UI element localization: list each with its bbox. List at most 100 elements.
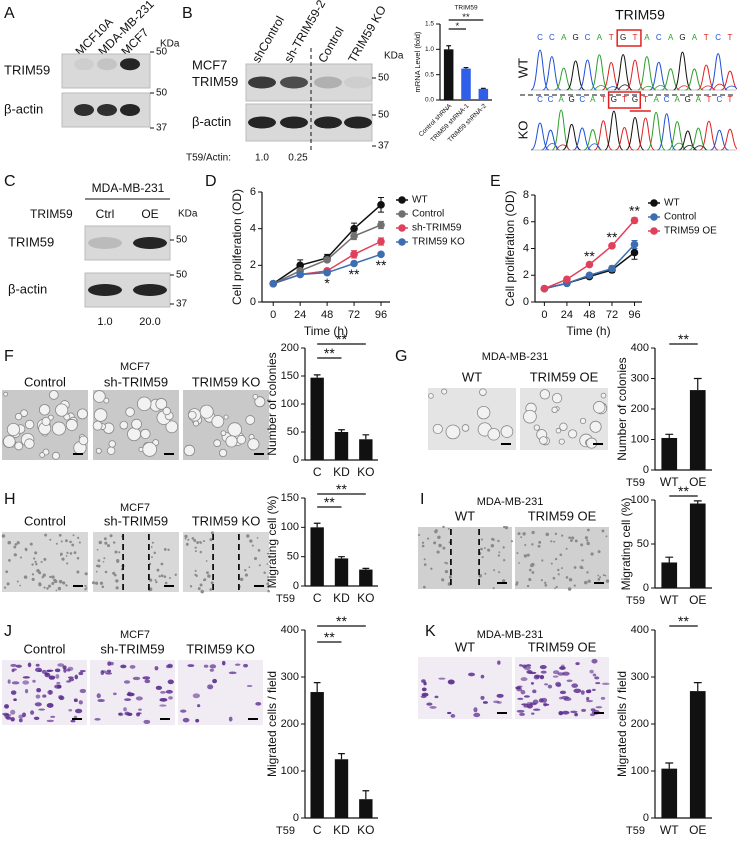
stained-cell	[78, 700, 83, 705]
chart-title: TRIM59	[454, 5, 478, 12]
cell	[8, 558, 11, 562]
stained-cell	[192, 693, 200, 699]
trace-noise	[641, 85, 656, 91]
stained-cell	[480, 695, 485, 700]
lane-label: TRIM59 KO	[345, 3, 389, 65]
cell	[438, 543, 442, 548]
y-axis-label: Migrating cell (%)	[619, 498, 633, 591]
stained-cell	[586, 699, 594, 703]
cell	[155, 581, 158, 584]
stained-cell	[96, 693, 101, 699]
stained-cell	[74, 708, 83, 714]
cell-line-label: MDA-MB-231	[482, 351, 549, 363]
data-point	[350, 232, 358, 240]
cell	[99, 581, 104, 585]
data-point	[585, 271, 594, 280]
base-letter: C	[656, 33, 662, 42]
stained-cell	[246, 684, 253, 688]
condition-label: TRIM59 KO	[186, 641, 255, 656]
blot-band	[248, 76, 276, 89]
cell	[502, 546, 505, 549]
significance-label: **	[678, 331, 689, 347]
data-point	[377, 237, 385, 246]
condition-label: TRIM59 KO	[192, 513, 261, 528]
cell	[163, 547, 167, 551]
trace-peak	[667, 121, 687, 151]
cell	[199, 550, 202, 554]
y-tick-label: 0	[643, 464, 649, 476]
cell	[60, 540, 63, 543]
stained-cell	[426, 702, 433, 706]
cell	[13, 545, 17, 549]
cell	[497, 554, 501, 557]
legend-label: TRIM59 KO	[412, 237, 465, 248]
bar	[443, 49, 454, 100]
stained-cell	[195, 718, 200, 723]
cell	[541, 559, 544, 562]
stained-cell	[589, 669, 594, 674]
error-bar	[362, 567, 370, 570]
stained-cell	[10, 690, 17, 695]
colony	[165, 420, 179, 434]
micrograph	[418, 527, 512, 589]
stained-cell	[595, 682, 601, 685]
x-tick-label: KD	[333, 591, 350, 605]
cell	[531, 530, 535, 535]
cell	[207, 574, 211, 578]
cell	[194, 573, 197, 576]
cell	[84, 588, 87, 591]
cell	[194, 546, 197, 549]
cell	[13, 553, 17, 557]
cell	[191, 537, 195, 540]
legend-label: sh-TRIM59	[412, 223, 462, 234]
legend-swatch	[398, 196, 406, 204]
cell	[194, 569, 197, 572]
cell	[62, 581, 66, 585]
cell	[253, 556, 258, 561]
band-label: β-actin	[192, 114, 231, 129]
cell	[573, 566, 577, 569]
cell	[515, 581, 519, 584]
y-axis-label: Migrated cells / field	[265, 671, 279, 777]
stained-cell	[105, 672, 113, 675]
cell	[115, 586, 119, 590]
lane-label: OE	[141, 207, 158, 221]
legend-label: Control	[412, 209, 444, 220]
cell	[480, 547, 483, 551]
colony	[3, 391, 9, 397]
edit-box	[616, 29, 642, 47]
cell	[604, 574, 607, 577]
colony	[155, 398, 168, 410]
panel-letter: F	[4, 348, 14, 365]
bar	[689, 503, 706, 588]
cell	[531, 543, 534, 546]
stained-cell	[558, 711, 564, 716]
base-letter: T	[728, 95, 733, 104]
seq-row-label: KO	[515, 121, 530, 140]
x-tick-label: 48	[583, 309, 595, 321]
cell	[266, 582, 270, 586]
mw-marker: 37	[176, 299, 188, 310]
cell	[7, 540, 12, 545]
base-letter: G	[611, 95, 617, 104]
stained-cell	[519, 712, 525, 716]
colony	[183, 444, 196, 457]
cell	[189, 585, 193, 588]
legend-swatch	[398, 210, 406, 218]
cell	[34, 560, 37, 564]
cell	[44, 533, 48, 537]
trace-peak	[697, 64, 716, 91]
stained-cell	[523, 695, 530, 698]
mw-marker: 50	[156, 47, 168, 58]
stained-cell	[212, 678, 218, 684]
base-letter: A	[668, 33, 674, 42]
stained-cell	[155, 685, 163, 690]
error-bar	[313, 374, 321, 378]
cell	[554, 587, 556, 590]
cell	[447, 527, 450, 530]
stained-cell	[517, 697, 524, 700]
cell	[102, 560, 105, 563]
cell	[185, 542, 189, 546]
stained-cell	[526, 670, 533, 674]
stained-cell	[559, 690, 567, 695]
